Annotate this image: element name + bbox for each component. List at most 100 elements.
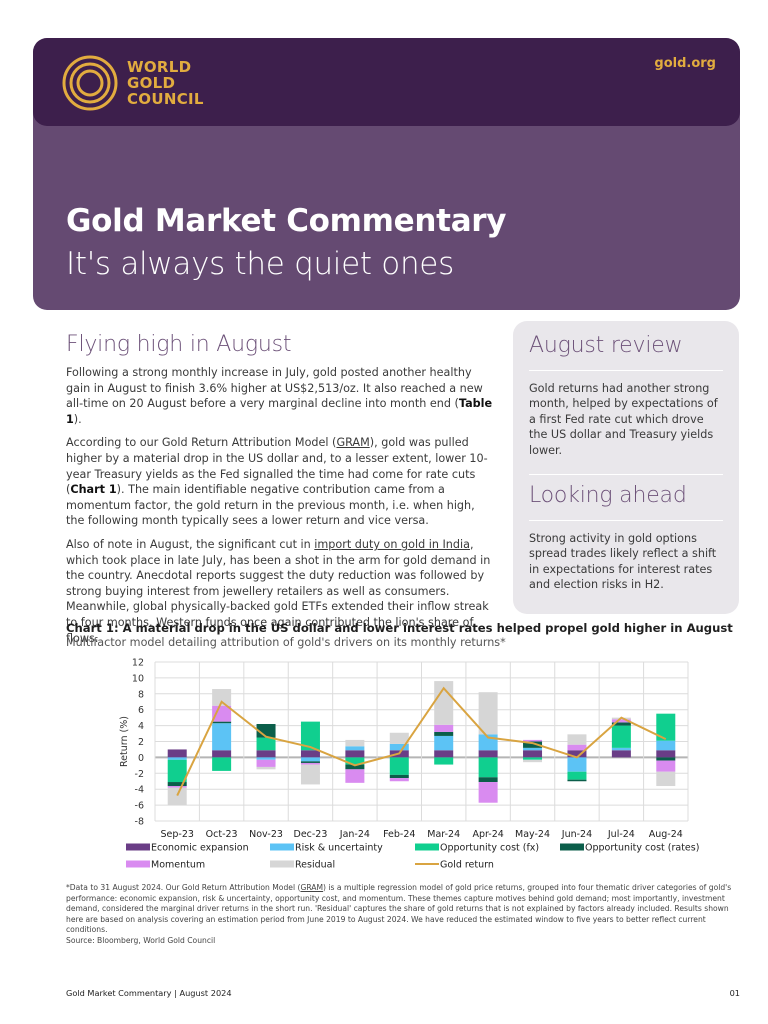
legend-swatch	[270, 843, 294, 851]
gram-footnote-link[interactable]: GRAM	[300, 883, 324, 892]
legend-label: Risk & uncertainty	[295, 843, 383, 854]
bar-segment	[523, 759, 543, 763]
y-axis-label: Return (%)	[119, 716, 130, 767]
divider	[529, 520, 723, 522]
bar-segment	[567, 779, 587, 782]
bar-segment	[212, 705, 232, 722]
chart-title: Chart 1: A material drop in the US dolla…	[66, 621, 733, 635]
legend-swatch	[126, 843, 150, 851]
x-tick-label: Sep-23	[160, 829, 193, 840]
legend-label: Opportunity cost (rates)	[585, 843, 699, 854]
sidebar-title-review: August review	[529, 333, 683, 358]
legend-label: Gold return	[440, 860, 494, 871]
x-tick-label: Feb-24	[383, 829, 415, 840]
chart-subtitle: Multifactor model detailing attribution …	[66, 636, 506, 649]
y-tick-label: -8	[135, 817, 144, 828]
bar-segment	[478, 750, 498, 758]
section-title: Flying high in August	[66, 332, 292, 357]
bar-segment	[611, 725, 631, 748]
y-tick-label: 10	[132, 673, 144, 684]
bar-segment	[523, 741, 543, 748]
bar-segment	[389, 757, 409, 775]
site-link[interactable]: gold.org	[654, 56, 716, 71]
bar-segment	[345, 757, 365, 765]
x-tick-label: Jul-24	[607, 829, 635, 840]
logo-wordmark: WORLD GOLD COUNCIL	[127, 59, 204, 107]
bar-segment	[389, 743, 409, 751]
bar-segment	[300, 761, 320, 763]
sidebar-title-ahead: Looking ahead	[529, 483, 687, 509]
bar-segment	[212, 750, 232, 758]
india-import-duty-link[interactable]: import duty on gold in India	[314, 537, 470, 551]
y-tick-label: 8	[138, 689, 144, 700]
text: Following a strong monthly increase in J…	[66, 366, 483, 411]
bar-segment	[345, 739, 365, 747]
bar-segment	[478, 782, 498, 803]
bar-segment	[167, 786, 187, 788]
wgc-logo[interactable]: WORLD GOLD COUNCIL	[61, 54, 204, 112]
bar-segment	[389, 778, 409, 782]
legend-label: Economic expansion	[151, 843, 249, 854]
x-tick-label: Jan-24	[339, 829, 370, 840]
text: ).	[73, 412, 82, 426]
y-tick-label: -4	[135, 785, 144, 796]
logo-line: COUNCIL	[127, 90, 204, 108]
y-tick-label: 0	[138, 753, 144, 764]
gold-return-line	[176, 686, 667, 796]
bar-segment	[567, 734, 587, 745]
text: *Data to 31 August 2024. Our Gold Return…	[66, 883, 301, 892]
bar-segment	[611, 719, 631, 723]
legend-swatch	[126, 860, 150, 868]
legend-label: Momentum	[151, 860, 205, 871]
page-title: Gold Market Commentary	[66, 203, 507, 239]
bar-segment	[611, 722, 631, 726]
bar-segment	[434, 731, 454, 736]
bar-segment	[212, 757, 232, 771]
bar-segment	[256, 724, 276, 738]
chart-block: Chart 1: A material drop in the US dolla…	[66, 621, 746, 649]
bar-segment	[167, 757, 187, 760]
bar-segment	[611, 747, 631, 751]
bar-segment	[167, 749, 187, 758]
bar-segment	[656, 757, 676, 761]
bar-segment	[300, 762, 320, 765]
x-tick-label: Oct-23	[206, 829, 238, 840]
gram-link[interactable]: GRAM	[336, 436, 370, 450]
paragraph: Following a strong monthly increase in J…	[66, 365, 496, 427]
paragraph: According to our Gold Return Attribution…	[66, 435, 496, 529]
bar-segment	[389, 750, 409, 758]
legend-swatch	[560, 843, 584, 851]
bar-segment	[434, 724, 454, 732]
text: According to our Gold Return Attribution…	[66, 436, 337, 450]
x-tick-label: May-24	[515, 829, 550, 840]
text: ). The main identifiable negative contri…	[66, 483, 475, 528]
hero-banner: WORLD GOLD COUNCIL gold.org Gold Market …	[33, 38, 740, 310]
y-tick-label: 6	[138, 705, 144, 716]
bar-segment	[656, 713, 676, 741]
text: ), gold was pulled higher by a material …	[66, 436, 488, 497]
bar-segment	[611, 717, 631, 720]
bar-segment	[345, 750, 365, 758]
legend-swatch	[415, 843, 439, 851]
y-tick-label: 12	[132, 658, 144, 669]
text: ) is a multiple regression model of gold…	[66, 883, 732, 935]
bar-segment	[611, 750, 631, 758]
x-tick-label: Nov-23	[249, 829, 283, 840]
page-number: 01	[729, 988, 740, 998]
bar-segment	[656, 771, 676, 787]
bar-segment	[567, 744, 587, 751]
main-article: Flying high in August Following a strong…	[66, 332, 496, 654]
y-tick-label: 2	[138, 737, 144, 748]
source-note: Source: Bloomberg, World Gold Council	[66, 935, 216, 945]
top-band: WORLD GOLD COUNCIL gold.org	[33, 38, 740, 126]
bar-segment	[656, 740, 676, 751]
bar-segment	[389, 732, 409, 744]
logo-line: WORLD	[127, 58, 192, 76]
x-tick-label: Apr-24	[472, 829, 503, 840]
bar-segment	[256, 759, 276, 767]
x-tick-label: Dec-23	[294, 829, 328, 840]
legend-label: Opportunity cost (fx)	[440, 843, 539, 854]
y-tick-label: -2	[135, 769, 144, 780]
chart-reference: Chart 1	[70, 483, 117, 497]
bar-segment	[656, 760, 676, 772]
